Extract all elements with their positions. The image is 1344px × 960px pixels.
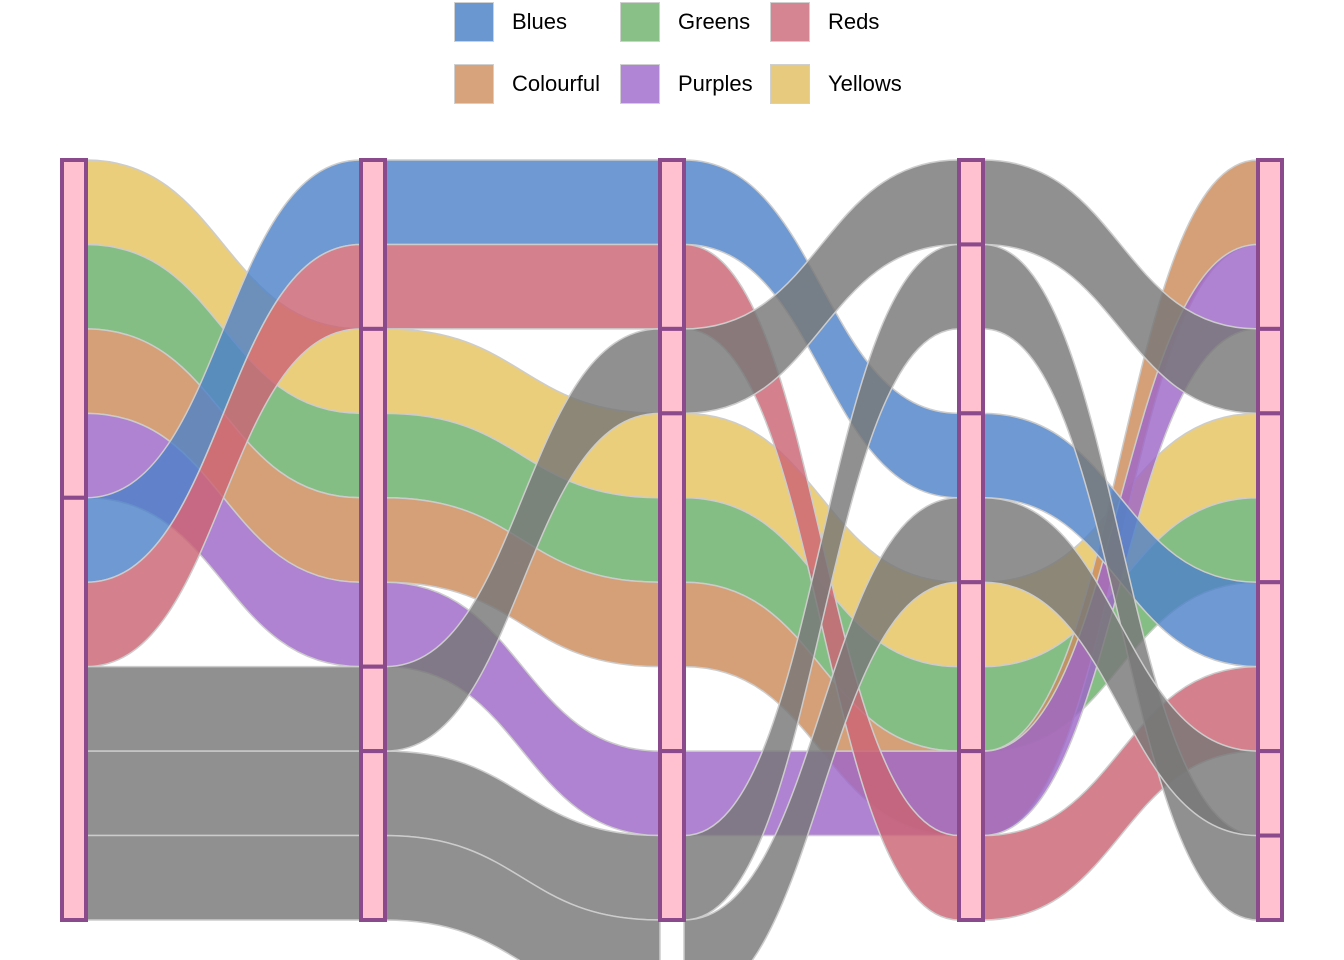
legend-label-colourful: Colourful: [512, 71, 601, 96]
sankey-node-4-5: [1256, 833, 1284, 922]
legend-item-purples: Purples: [620, 62, 753, 106]
legend-label-reds: Reds: [828, 9, 880, 34]
sankey-node-4-4: [1256, 749, 1284, 838]
legend-swatch-yellows: [770, 64, 810, 104]
sankey-node-0-1: [60, 495, 88, 922]
sankey-links: [85, 159, 1259, 960]
sankey-node-1-3: [359, 749, 387, 922]
legend-swatch-colourful: [454, 64, 494, 104]
legend-item-yellows: Yellows: [770, 62, 902, 106]
legend-label-yellows: Yellows: [828, 71, 902, 96]
sankey-link-other-8-1: [384, 834, 661, 960]
sankey-node-3-3: [957, 580, 985, 754]
sankey-node-4-2: [1256, 411, 1284, 585]
sankey-node-4-1: [1256, 326, 1284, 416]
legend-swatch-reds: [770, 2, 810, 42]
sankey-link-reds-5-1: [384, 243, 661, 330]
sankey-nodes: [60, 158, 1284, 922]
legend-item-blues: Blues: [454, 0, 567, 44]
legend-swatch-purples: [620, 64, 660, 104]
sankey-node-2-3: [658, 749, 686, 922]
legend-item-colourful: Colourful: [454, 62, 600, 106]
sankey-node-3-4: [957, 749, 985, 922]
legend: Blues Colourful Greens Purples Reds Yell…: [454, 0, 924, 108]
legend-label-purples: Purples: [678, 71, 753, 96]
sankey-link-other-7-0: [85, 750, 362, 837]
legend-label-greens: Greens: [678, 9, 751, 34]
sankey-node-3-2: [957, 411, 985, 585]
sankey-node-1-1: [359, 326, 387, 669]
sankey-node-3-0: [957, 158, 985, 247]
sankey-node-2-1: [658, 326, 686, 416]
sankey-link-blues-4-1: [384, 159, 661, 246]
legend-label-blues: Blues: [512, 9, 568, 34]
sankey-node-1-2: [359, 664, 387, 754]
legend-swatch-blues: [454, 2, 494, 42]
legend-item-greens: Greens: [620, 0, 750, 44]
sankey-node-2-0: [658, 158, 686, 331]
sankey-node-0-0: [60, 158, 88, 500]
legend-item-reds: Reds: [770, 0, 879, 44]
sankey-node-2-2: [658, 411, 686, 754]
sankey-node-3-1: [957, 242, 985, 416]
sankey-node-4-3: [1256, 580, 1284, 754]
sankey-link-other-8-0: [85, 834, 362, 921]
legend-swatch-greens: [620, 2, 660, 42]
sankey-node-1-0: [359, 158, 387, 331]
sankey-node-4-0: [1256, 158, 1284, 331]
sankey-link-other-6-0: [85, 665, 362, 752]
